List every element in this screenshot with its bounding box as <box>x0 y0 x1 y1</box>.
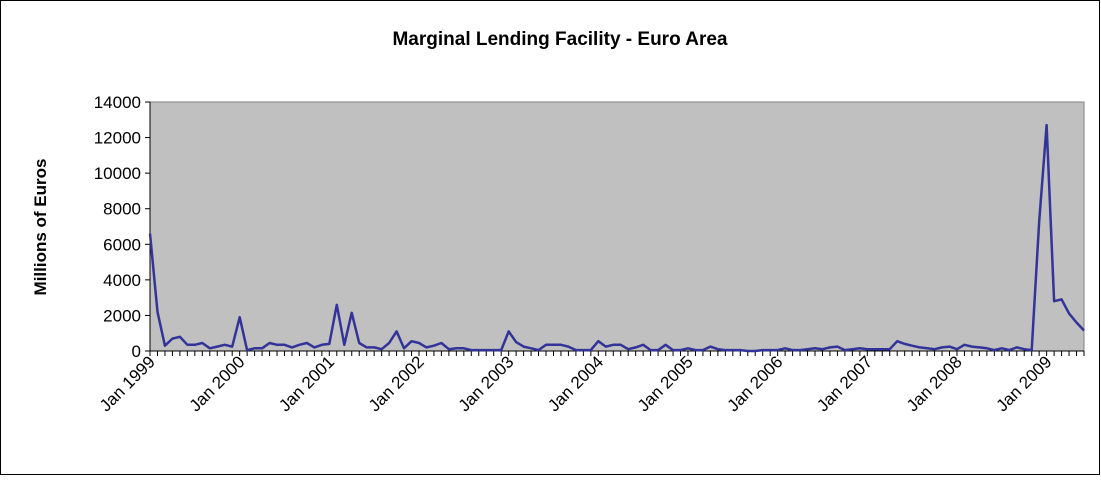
data-line <box>148 123 1085 353</box>
chart-title: Marginal Lending Facility - Euro Area <box>392 29 727 50</box>
y-axis-label: Millions of Euros <box>31 159 50 296</box>
y-tick-label: 12000 <box>94 129 141 148</box>
plot-area <box>149 101 1085 352</box>
y-tick-label: 4000 <box>103 271 141 290</box>
y-tick-label: 14000 <box>94 93 141 112</box>
y-tick-label: 0 <box>132 342 141 361</box>
y-tick-label: 10000 <box>94 164 141 183</box>
y-tick-label: 8000 <box>103 200 141 219</box>
y-tick-label: 6000 <box>103 235 141 254</box>
y-tick-label: 2000 <box>103 306 141 325</box>
